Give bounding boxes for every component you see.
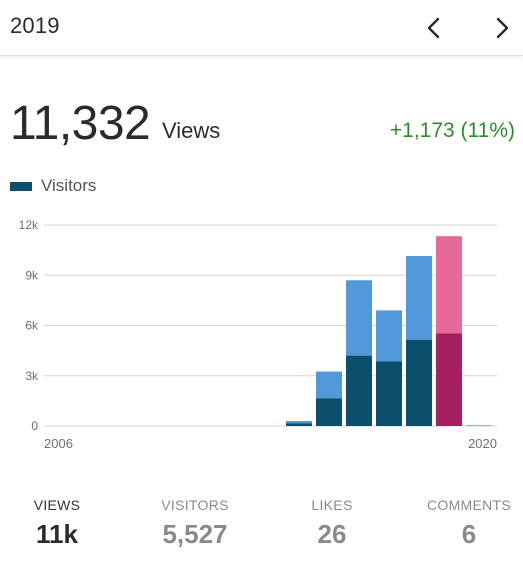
x-axis-start-label: 2006 [44,436,73,451]
stat-label: VIEWS [33,497,81,513]
stats-row: VIEWS 11k VISITORS 5,527 LIKES 26 COMMENTS 6 [0,497,523,557]
bar-visitors-2016 [346,355,372,426]
period-label: 2019 [10,13,60,38]
views-unit-label: Views [162,118,221,143]
next-period-button[interactable] [482,8,522,48]
stat-label: COMMENTS [426,497,512,513]
y-tick-label: 12k [19,218,39,232]
y-tick-label: 3k [25,369,39,383]
stat-value: 6 [461,519,477,549]
legend-swatch-visitors [10,181,32,191]
bar-views-2016 [346,280,372,356]
bar-views-2015 [316,371,342,399]
bar-visitors-2017 [376,361,402,426]
y-tick-label: 0 [31,419,38,433]
stat-likes[interactable]: LIKES 26 [272,497,392,550]
bar-views-2017 [376,310,402,362]
stat-views[interactable]: VIEWS 11k [0,497,117,550]
bar-visitors-2014 [286,423,312,426]
bar-views-2018 [406,255,432,340]
stat-value: 26 [317,519,347,549]
bar-visitors-2018 [406,339,432,426]
y-tick-label: 6k [25,319,39,333]
stat-label: VISITORS [161,497,229,513]
y-tick-label: 9k [25,268,39,282]
stat-label: LIKES [311,497,353,513]
bar-views-2020 [466,425,492,426]
chart-legend: Visitors [10,176,96,196]
period-header: 2019 [0,0,523,56]
legend-label-visitors: Visitors [41,176,97,195]
views-change: +1,173 (11%) [389,119,515,142]
bar-visitors-2015 [316,398,342,426]
stat-visitors[interactable]: VISITORS 5,527 [135,497,255,550]
stat-value: 11k [36,519,78,549]
x-axis-end-label: 2020 [468,436,497,451]
views-bar-chart[interactable]: 12k 9k 6k 3k 0 2006 2020 [0,210,523,460]
previous-period-button[interactable] [414,8,454,48]
bar-views-2019 [436,236,462,334]
stat-value: 5,527 [162,519,228,549]
chevron-left-icon [427,17,440,39]
bar-views-2014 [286,420,312,424]
views-total: 11,332 [10,97,151,150]
stat-comments[interactable]: COMMENTS 6 [409,497,523,550]
chevron-right-icon [496,17,509,39]
bar-visitors-2019 [436,333,462,426]
